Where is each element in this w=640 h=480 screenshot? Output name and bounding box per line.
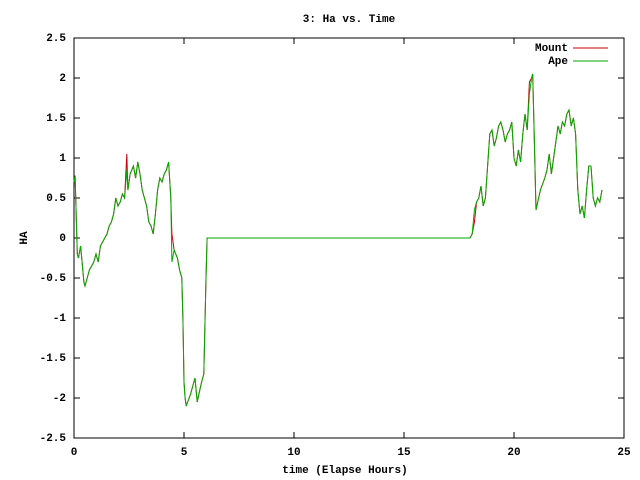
y-tick-label: 0.5: [46, 193, 66, 205]
x-tick-label: 5: [181, 447, 188, 459]
y-tick-label: 0: [59, 233, 66, 245]
y-tick-label: 1: [59, 153, 66, 165]
x-tick-label: 10: [287, 447, 300, 459]
y-tick-label: -1.5: [40, 353, 67, 365]
y-tick-label: -0.5: [40, 273, 67, 285]
chart-title: 3: Ha vs. Time: [303, 14, 396, 26]
x-tick-label: 25: [617, 447, 631, 459]
y-tick-label: -1: [53, 313, 67, 325]
plot-border: [73, 37, 625, 439]
y-tick-label: -2.5: [40, 433, 67, 445]
y-tick-label: -2: [53, 393, 66, 405]
legend-label: Mount: [535, 43, 568, 55]
x-tick-label: 0: [71, 447, 78, 459]
x-tick-label: 15: [397, 447, 411, 459]
legend-label: Ape: [548, 56, 568, 68]
x-axis-label: time (Elapse Hours): [282, 465, 407, 477]
y-axis-label: HA: [19, 231, 31, 245]
series-line: [73, 73, 603, 407]
y-tick-label: 1.5: [46, 113, 66, 125]
x-tick-label: 20: [507, 447, 520, 459]
y-tick-label: 2.5: [46, 33, 66, 45]
y-tick-label: 2: [59, 73, 66, 85]
